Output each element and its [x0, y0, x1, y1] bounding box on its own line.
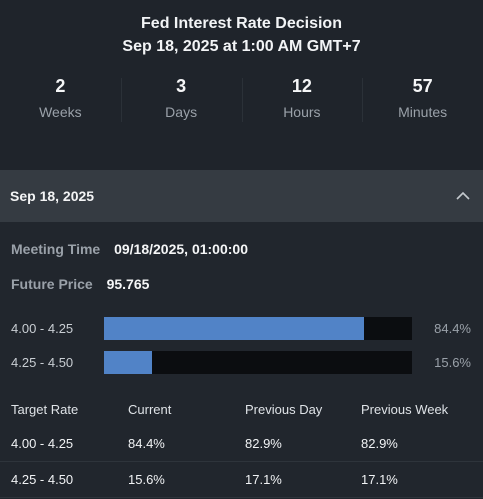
meeting-date-accordion-header[interactable]: Sep 18, 2025 — [0, 170, 483, 222]
countdown: 2 Weeks 3 Days 12 Hours 57 Minutes — [0, 70, 483, 130]
countdown-hours-value: 12 — [291, 76, 312, 96]
countdown-days-label: Days — [165, 104, 198, 120]
rate-probability-table: Target Rate Current Previous Day Previou… — [0, 393, 483, 498]
table-header-row: Target Rate Current Previous Day Previou… — [0, 393, 483, 426]
probability-bar-track — [104, 351, 412, 374]
probability-bar-row: 4.00 - 4.25 84.4% — [0, 317, 483, 341]
probability-bar-row: 4.25 - 4.50 15.6% — [0, 351, 483, 375]
table-row: 4.00 - 4.25 84.4% 82.9% 82.9% — [0, 426, 483, 462]
column-header-previous-day: Previous Day — [245, 402, 323, 417]
probability-range-label: 4.00 - 4.25 — [11, 321, 74, 336]
column-header-previous-week: Previous Week — [361, 402, 449, 417]
countdown-days: 3 Days — [120, 70, 242, 130]
countdown-minutes-label: Minutes — [398, 104, 448, 120]
future-price-row: Future Price 95.765 — [11, 276, 149, 292]
event-datetime: Sep 18, 2025 at 1:00 AM GMT+7 — [122, 38, 361, 55]
column-header-target-rate: Target Rate — [11, 402, 79, 417]
meeting-time-label: Meeting Time — [11, 241, 101, 257]
countdown-minutes: 57 Minutes — [362, 70, 483, 130]
table-cell: 4.00 - 4.25 — [11, 436, 74, 451]
column-header-current: Current — [128, 402, 172, 417]
meeting-date-label: Sep 18, 2025 — [10, 188, 95, 204]
probability-bar-fill — [104, 351, 153, 374]
event-title: Fed Interest Rate Decision — [141, 15, 342, 32]
meeting-time-value: 09/18/2025, 01:00:00 — [114, 241, 248, 257]
table-cell: 17.1% — [361, 472, 398, 487]
countdown-days-value: 3 — [176, 76, 187, 96]
probability-range-label: 4.25 - 4.50 — [11, 355, 74, 370]
countdown-minutes-value: 57 — [412, 76, 433, 96]
probability-percent: 15.6% — [434, 355, 471, 370]
future-price-value: 95.765 — [106, 276, 150, 292]
countdown-hours-label: Hours — [283, 104, 321, 120]
meeting-time-row: Meeting Time 09/18/2025, 01:00:00 — [11, 241, 248, 257]
table-cell: 82.9% — [361, 436, 398, 451]
table-cell: 15.6% — [128, 472, 165, 487]
countdown-weeks: 2 Weeks — [0, 70, 121, 130]
countdown-hours: 12 Hours — [241, 70, 363, 130]
probability-bar-track — [104, 317, 412, 340]
table-cell: 82.9% — [245, 436, 282, 451]
table-cell: 84.4% — [128, 436, 165, 451]
event-header: Fed Interest Rate Decision Sep 18, 2025 … — [0, 0, 483, 170]
future-price-label: Future Price — [11, 276, 93, 292]
table-cell: 17.1% — [245, 472, 282, 487]
table-row: 4.25 - 4.50 15.6% 17.1% 17.1% — [0, 462, 483, 498]
countdown-weeks-label: Weeks — [39, 104, 82, 120]
chevron-up-icon[interactable] — [455, 188, 471, 204]
probability-bar-fill — [104, 317, 364, 340]
countdown-weeks-value: 2 — [55, 76, 66, 96]
probability-percent: 84.4% — [434, 321, 471, 336]
table-cell: 4.25 - 4.50 — [11, 472, 74, 487]
